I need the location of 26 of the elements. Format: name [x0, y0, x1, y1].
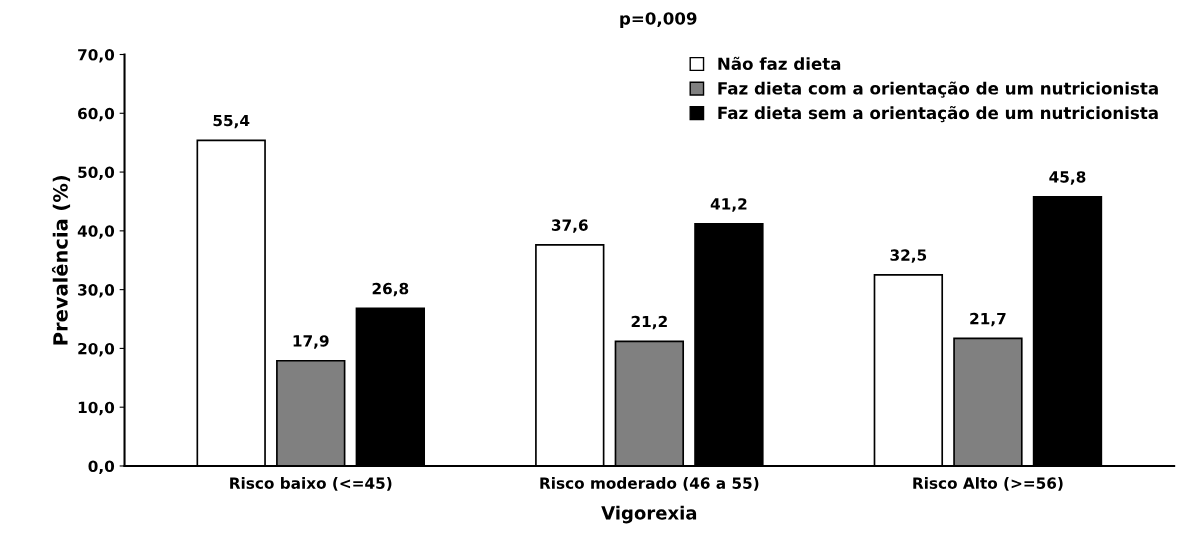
- data-label: 26,8: [372, 282, 409, 297]
- data-label: 55,4: [213, 114, 250, 129]
- x-tick-label: Risco baixo (<=45): [230, 477, 392, 491]
- y-tick-label: 30,0: [78, 284, 115, 298]
- y-axis-title: Prevalência (%): [51, 175, 71, 345]
- legend-label: Faz dieta sem a orientação de um nutricionista: [718, 105, 1158, 123]
- data-label: 21,7: [970, 312, 1006, 327]
- data-label: 37,6: [551, 219, 588, 233]
- data-label: 41,2: [710, 198, 747, 212]
- x-tick-label: Risco Alto (>=56): [913, 477, 1063, 491]
- x-axis-title: Vigorexia: [601, 505, 697, 524]
- y-tick-label: 70,0: [78, 48, 115, 63]
- chart-title: p=0,009: [620, 12, 697, 28]
- y-tick-label: 10,0: [78, 401, 115, 416]
- y-tick-label: 40,0: [77, 225, 115, 239]
- y-tick-label: 20,0: [78, 342, 115, 357]
- y-tick-label: 60,0: [78, 107, 115, 122]
- data-label: 32,5: [890, 249, 927, 263]
- y-tick-label: 0,0: [88, 460, 115, 474]
- y-tick-label: 50,0: [78, 166, 115, 181]
- legend-label: Faz dieta com a orientação de um nutricionista: [718, 81, 1158, 98]
- data-label: 21,2: [631, 315, 667, 330]
- data-label: 17,9: [293, 335, 329, 349]
- data-label: 45,8: [1049, 171, 1086, 185]
- x-tick-label: Risco moderado (46 a 55): [540, 477, 759, 491]
- legend-label: Não faz dieta: [718, 56, 841, 71]
